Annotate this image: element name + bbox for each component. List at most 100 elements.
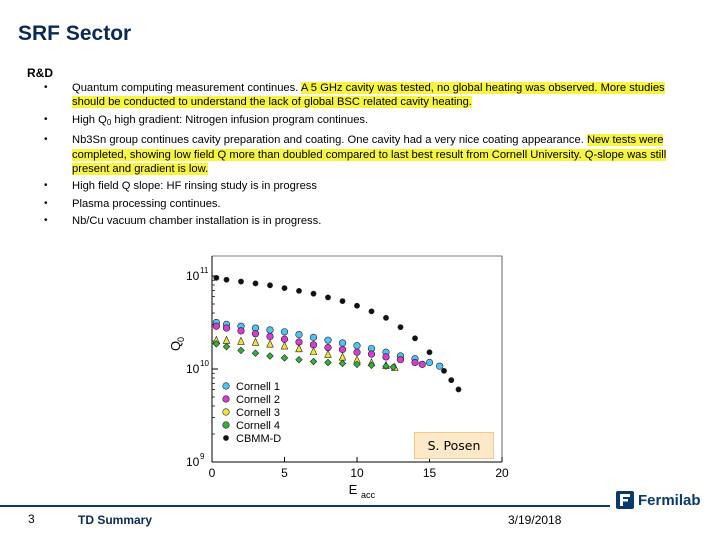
x-axis-label: E	[349, 482, 358, 497]
cornell-3-data-point	[324, 349, 332, 358]
cornell-1-data-point	[280, 328, 289, 336]
cornell-3-data-point	[237, 336, 245, 345]
cbmm-d-data-point	[267, 282, 273, 289]
cbmm-d-data-point	[354, 302, 360, 309]
cbmm-d-data-point	[383, 314, 389, 321]
cbmm-d-legend-marker	[223, 435, 229, 441]
cornell-4-data-point	[367, 361, 376, 370]
bullet-item: • Quantum computing measurement continues…	[40, 81, 680, 110]
cornell-2-data-point	[237, 327, 245, 335]
y-tick-label: 10	[186, 269, 200, 283]
bullet-dot-icon: •	[44, 82, 48, 93]
cornell-4-data-point	[324, 358, 332, 367]
footer-title: TD Summary	[78, 513, 153, 527]
y-axis-label: Q	[168, 341, 183, 351]
cornell-4-data-point	[266, 352, 274, 360]
cornell-3-legend-label: Cornell 3	[236, 407, 280, 419]
cbmm-d-data-point	[310, 290, 317, 297]
y-tick-exponent: 10	[200, 359, 209, 368]
cornell-2-data-point	[266, 332, 274, 341]
y-tick-label: 10	[186, 455, 200, 469]
cornell-4-legend-label: Cornell 4	[236, 420, 280, 432]
fermilab-logo-icon	[616, 491, 634, 509]
cornell-2-data-point	[382, 353, 390, 361]
x-tick-label: 20	[495, 466, 509, 480]
cornell-4-data-point	[237, 346, 245, 355]
y-tick-label: 10	[186, 362, 200, 376]
x-tick-label: 10	[350, 466, 364, 480]
cornell-4-data-point	[251, 349, 260, 357]
cornell-2-data-point	[367, 350, 376, 358]
cbmm-d-data-point	[339, 298, 346, 305]
x-tick-label: 0	[209, 466, 216, 480]
bullet-text: High Q	[72, 113, 107, 126]
cornell-4-data-point	[382, 362, 390, 370]
cornell-3-data-point	[280, 341, 289, 350]
cornell-3-legend-marker	[222, 408, 230, 416]
footer-date: 3/19/2018	[508, 513, 562, 527]
cornell-1-data-point	[436, 362, 444, 370]
cornell-2-data-point	[353, 348, 361, 356]
y-tick-exponent: 9	[200, 452, 205, 461]
cbmm-d-data-point	[238, 278, 244, 285]
bullet-dot-icon: •	[44, 215, 48, 227]
cornell-1-data-point	[295, 330, 303, 339]
cornell-4-data-point	[295, 355, 303, 364]
bullet-text: Nb/Cu vacuum chamber installation is in …	[72, 215, 322, 228]
bullet-text: Nb3Sn group continues cavity preparation…	[72, 134, 584, 147]
cornell-4-legend-marker	[222, 421, 230, 429]
x-axis-label-subscript: acc	[361, 490, 376, 499]
section-heading: R&D	[27, 66, 53, 80]
bullet-item: • High Q0 high gradient: Nitrogen infusio…	[40, 113, 680, 130]
cornell-4-data-point	[309, 357, 318, 366]
bullet-dot-icon: •	[44, 197, 48, 209]
cbmm-d-legend-label: CBMM-D	[236, 433, 281, 445]
cbmm-d-data-point	[368, 308, 375, 315]
cbmm-d-data-point	[426, 349, 433, 356]
bullet-item: • Nb3Sn group continues cavity preparatio…	[40, 133, 680, 176]
x-tick-label: 15	[423, 466, 437, 480]
cornell-4-data-point	[338, 359, 347, 368]
cornell-2-data-point	[251, 330, 260, 338]
cbmm-d-data-point	[455, 386, 462, 393]
x-tick-label: 5	[281, 466, 288, 480]
cornell-1-data-point	[266, 326, 274, 334]
cornell-1-data-point	[353, 342, 361, 350]
cbmm-d-data-point	[296, 287, 302, 294]
subscript-text: 0	[106, 117, 112, 127]
bullet-dot-icon: •	[44, 134, 48, 146]
bullet-text: high gradient: Nitrogen infusion program…	[111, 113, 369, 126]
bullet-item: • Nb/Cu vacuum chamber installation is in…	[40, 214, 680, 228]
cbmm-d-data-point	[397, 324, 404, 331]
cornell-2-data-point	[418, 360, 426, 368]
cornell-2-legend-label: Cornell 2	[236, 394, 280, 406]
cornell-1-data-point	[338, 339, 347, 347]
bullet-dot-icon: •	[44, 113, 48, 125]
cornell-4-data-point	[389, 363, 397, 371]
cornell-1-data-point	[324, 336, 332, 344]
cornell-4-data-point	[222, 342, 231, 351]
cbmm-d-data-point	[213, 274, 220, 281]
credit-label: S. Posen	[414, 432, 494, 459]
bullet-item: • Plasma processing continues.	[40, 197, 680, 211]
bullet-text: High field Q slope: HF rinsing study is …	[72, 180, 317, 193]
cbmm-d-data-point	[223, 276, 230, 283]
cornell-3-data-point	[251, 337, 260, 346]
bullet-list: • Quantum computing measurement continues…	[40, 81, 680, 232]
cornell-1-legend-marker	[222, 382, 230, 390]
cornell-1-data-point	[425, 358, 434, 367]
cornell-4-data-point	[212, 340, 221, 348]
slide-title: SRF Sector	[18, 22, 132, 45]
bullet-text: Quantum computing measurement continues.	[72, 82, 299, 94]
cornell-3-data-point	[266, 339, 274, 348]
cbmm-d-data-point	[412, 335, 418, 342]
cornell-4-data-point	[280, 354, 289, 362]
logo-text: Fermilab	[638, 491, 701, 509]
cornell-1-legend-label: Cornell 1	[236, 381, 280, 393]
bullet-item: • High field Q slope: HF rinsing study is…	[40, 179, 680, 193]
cornell-2-data-point	[411, 358, 419, 367]
cbmm-d-data-point	[325, 294, 331, 301]
cbmm-d-data-point	[441, 367, 447, 374]
cornell-4-data-point	[353, 360, 361, 369]
bullet-text: Plasma processing continues.	[72, 197, 221, 210]
